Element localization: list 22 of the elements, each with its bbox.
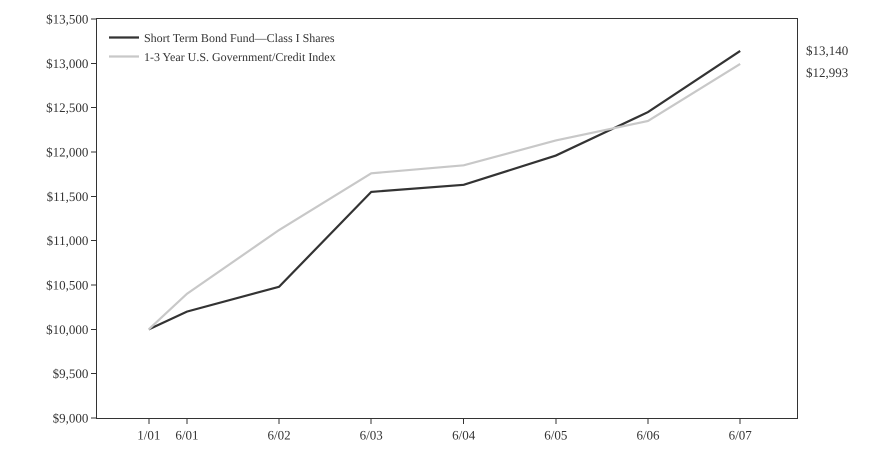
x-tick-label: 6/03 xyxy=(360,428,383,443)
x-tick-label: 6/07 xyxy=(728,428,752,443)
y-tick-label: $11,000 xyxy=(46,233,88,248)
y-tick-label: $12,000 xyxy=(46,144,88,160)
x-tick-label: 6/05 xyxy=(544,428,568,443)
x-tick-label: 6/01 xyxy=(175,428,198,443)
y-tick-label: $10,500 xyxy=(46,278,88,293)
y-tick-label: $9,500 xyxy=(52,366,88,382)
x-tick-label: 6/02 xyxy=(268,428,291,443)
x-tick-label: 6/04 xyxy=(452,428,476,443)
text: $12,993 xyxy=(806,65,848,80)
y-tick-label: $11,500 xyxy=(46,188,88,204)
y-tick-label: $13,500 xyxy=(46,12,88,27)
y-tick-label: $12,500 xyxy=(46,100,88,116)
y-tick-label: $13,000 xyxy=(46,56,88,71)
y-tick-label: $10,000 xyxy=(46,322,88,337)
text: $13,140 xyxy=(806,43,848,58)
y-tick-label: $9,000 xyxy=(52,410,88,426)
x-tick-label: 6/06 xyxy=(636,428,660,443)
legend-label: 1-3 Year U.S. Government/Credit Index xyxy=(144,50,336,64)
x-tick-label: 1/01 xyxy=(137,428,160,443)
legend-label: Short Term Bond Fund—Class I Shares xyxy=(144,31,335,46)
